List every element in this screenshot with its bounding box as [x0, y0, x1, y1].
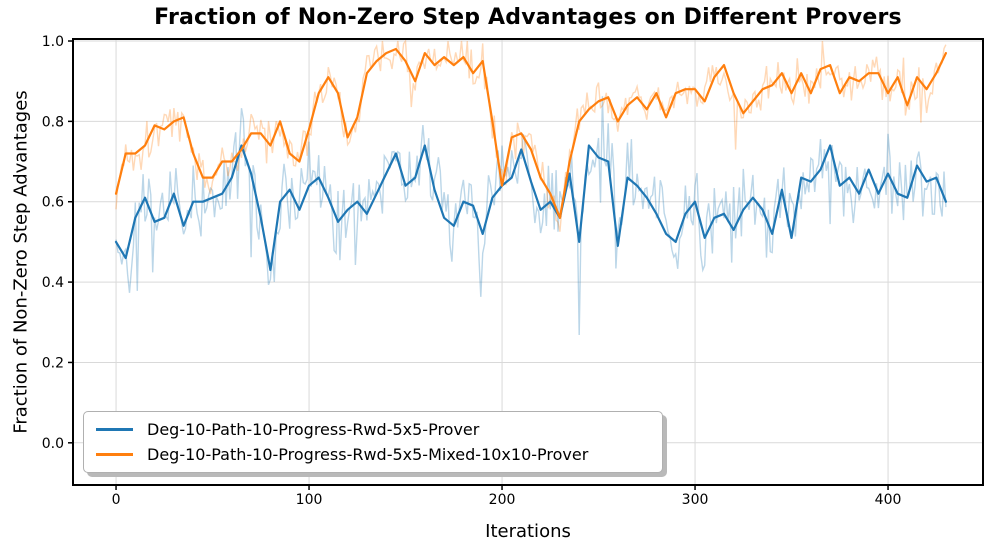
y-tick-label: 0.2 — [42, 355, 64, 371]
x-tick-label: 400 — [875, 492, 902, 508]
legend-line-swatch-orange — [96, 452, 133, 456]
y-tick-label: 0.6 — [42, 195, 64, 211]
x-tick-label: 300 — [682, 492, 709, 508]
x-tick-label: 0 — [112, 492, 121, 508]
x-tick-label: 200 — [489, 492, 516, 508]
series-smoothed-line-1 — [114, 47, 947, 219]
legend-label: Deg-10-Path-10-Progress-Rwd-5x5-Mixed-10… — [147, 444, 589, 464]
series-raw-line-1 — [115, 39, 947, 232]
y-tick-label: 0.8 — [42, 114, 64, 130]
y-tick-label: 0.4 — [42, 275, 64, 291]
y-tick-label: 1.0 — [42, 34, 64, 50]
legend-line-swatch-blue — [96, 428, 133, 432]
legend-item: Deg-10-Path-10-Progress-Rwd-5x5-Mixed-10… — [96, 445, 650, 464]
legend-label: Deg-10-Path-10-Progress-Rwd-5x5-Prover — [147, 420, 480, 440]
y-tick-label: 0.0 — [42, 436, 64, 452]
legend-item: Deg-10-Path-10-Progress-Rwd-5x5-Prover — [96, 420, 650, 439]
chart-title: Fraction of Non-Zero Step Advantages on … — [154, 5, 902, 30]
axes-spines — [72, 38, 984, 486]
x-axis-label: Iterations — [485, 521, 571, 542]
x-tick-label: 100 — [296, 492, 323, 508]
series-smoothed-line-0 — [114, 144, 947, 272]
legend: Deg-10-Path-10-Progress-Rwd-5x5-Prover D… — [83, 411, 663, 473]
series-raw-line-0 — [115, 96, 947, 336]
y-axis-label: Fraction of Non-Zero Step Advantages — [10, 90, 32, 434]
